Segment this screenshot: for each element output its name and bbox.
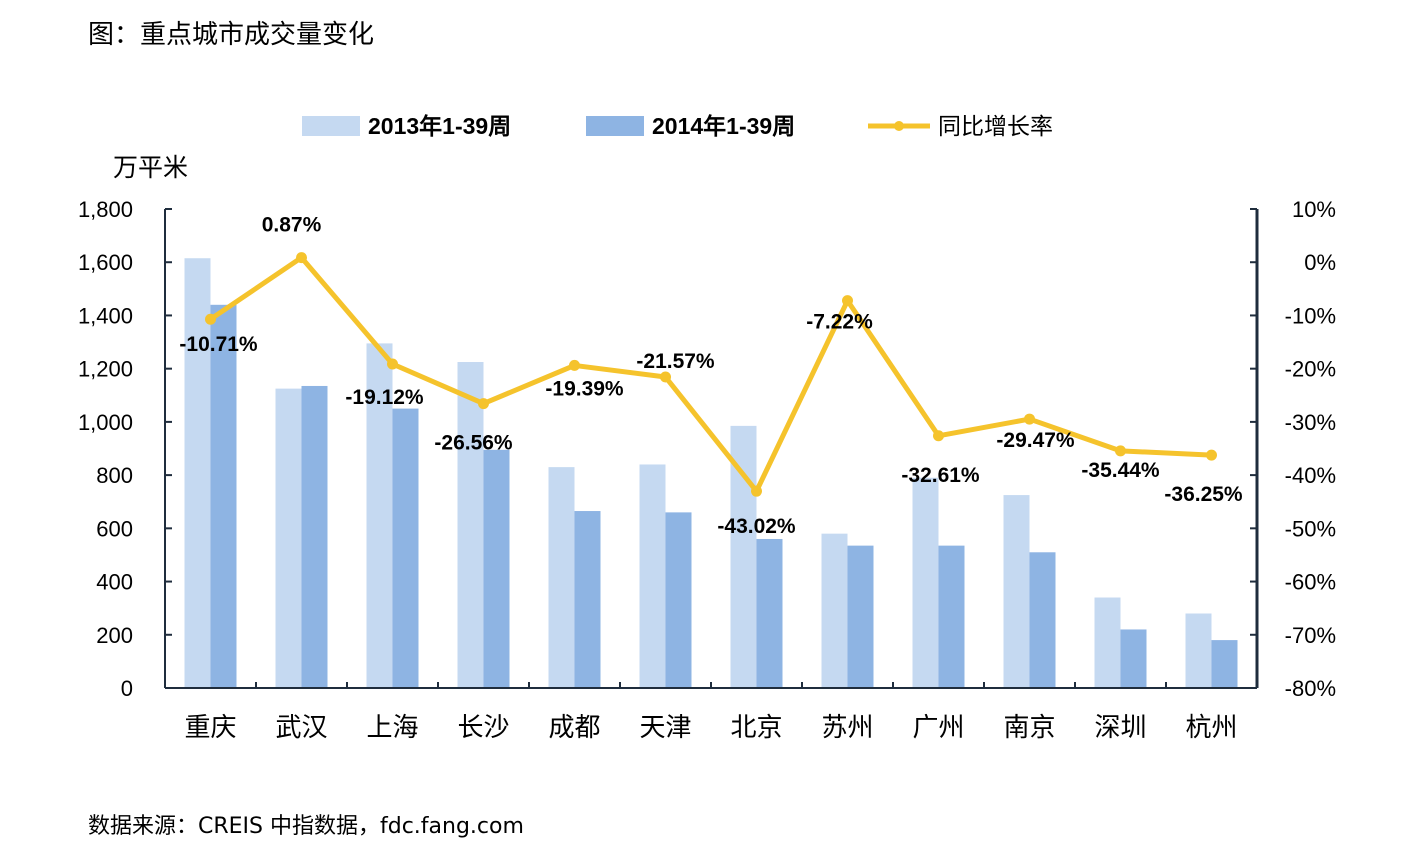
bar-2013 bbox=[730, 425, 757, 688]
growth-rate-data-label: -21.57% bbox=[636, 350, 715, 373]
growth-rate-point bbox=[205, 313, 216, 325]
bar-2013 bbox=[1094, 597, 1121, 688]
right-tick-label: 10% bbox=[1292, 197, 1336, 222]
left-tick-label: 1,600 bbox=[78, 250, 133, 275]
x-tick-label: 杭州 bbox=[1185, 713, 1237, 743]
legend-swatch-growth-marker bbox=[894, 121, 904, 131]
right-tick-label: 0% bbox=[1304, 250, 1336, 275]
bar-2014 bbox=[665, 512, 692, 688]
right-tick-label: -50% bbox=[1285, 516, 1336, 541]
left-tick-label: 1,800 bbox=[78, 197, 133, 222]
growth-rate-point bbox=[569, 359, 580, 371]
bar-2013 bbox=[1003, 495, 1030, 688]
legend-swatch-2013 bbox=[302, 116, 360, 136]
legend: 2013年1-39周 2014年1-39周 同比增长率 bbox=[302, 113, 1053, 139]
growth-rate-data-label: -7.22% bbox=[806, 311, 873, 334]
growth-rate-data-label: -35.44% bbox=[1081, 459, 1160, 482]
growth-rate-point bbox=[751, 485, 762, 497]
bar-2014 bbox=[301, 385, 328, 688]
growth-rate-data-label: -26.56% bbox=[434, 432, 513, 455]
x-tick-label: 广州 bbox=[912, 713, 964, 743]
growth-rate-point bbox=[660, 371, 671, 383]
left-tick-label: 800 bbox=[96, 463, 133, 488]
growth-rate-data-label: 0.87% bbox=[262, 214, 322, 237]
growth-rate-data-label: -10.71% bbox=[179, 333, 258, 356]
legend-label-growth: 同比增长率 bbox=[938, 113, 1053, 139]
growth-rate-data-label: -19.12% bbox=[345, 386, 424, 409]
growth-rate-point bbox=[478, 398, 489, 410]
legend-label-2013: 2013年1-39周 bbox=[368, 113, 511, 139]
right-tick-label: -80% bbox=[1285, 676, 1336, 701]
growth-rate-point bbox=[1115, 445, 1126, 457]
right-tick-label: -30% bbox=[1285, 410, 1336, 435]
x-tick-label: 南京 bbox=[1003, 713, 1055, 743]
growth-line-layer bbox=[205, 252, 1217, 497]
bar-2013 bbox=[184, 258, 211, 688]
bar-2013 bbox=[912, 477, 939, 688]
bar-2013 bbox=[275, 388, 302, 688]
growth-rate-point bbox=[933, 430, 944, 442]
bar-2013 bbox=[1185, 613, 1212, 688]
bar-2014 bbox=[1029, 552, 1056, 688]
bar-2013 bbox=[548, 467, 575, 688]
growth-rate-point bbox=[842, 295, 853, 307]
left-tick-label: 200 bbox=[96, 623, 133, 648]
right-tick-label: -20% bbox=[1285, 357, 1336, 382]
bar-2014 bbox=[1211, 640, 1238, 688]
axes-layer: 0 200 400 600 800 1,000 1,200 1,400 1,600 1,800 -8… bbox=[78, 153, 1336, 743]
bar-2014 bbox=[210, 304, 237, 688]
page-title: 图：重点城市成交量变化 bbox=[88, 20, 375, 50]
bar-2013 bbox=[457, 362, 484, 688]
bar-2014 bbox=[756, 538, 783, 688]
growth-rate-data-label: -36.25% bbox=[1164, 483, 1243, 506]
x-tick-label: 武汉 bbox=[275, 713, 327, 743]
x-tick-label: 长沙 bbox=[457, 713, 509, 743]
legend-swatch-2014 bbox=[586, 116, 644, 136]
x-tick-label: 苏州 bbox=[821, 713, 873, 743]
bar-2013 bbox=[821, 533, 848, 688]
right-tick-label: -70% bbox=[1285, 623, 1336, 648]
growth-rate-data-label: -19.39% bbox=[545, 377, 624, 400]
x-tick-label: 重庆 bbox=[184, 713, 236, 743]
data-labels-layer: -10.71% 0.87% -19.12% -26.56% -19.39% -21.57%… bbox=[179, 214, 1243, 539]
left-tick-label: 1,400 bbox=[78, 303, 133, 328]
y-axis-unit: 万平米 bbox=[113, 153, 188, 182]
growth-rate-data-label: -29.47% bbox=[996, 429, 1075, 452]
bar-2014 bbox=[574, 511, 601, 688]
growth-rate-point bbox=[387, 358, 398, 370]
growth-rate-point bbox=[1024, 413, 1035, 425]
x-tick-label: 天津 bbox=[639, 713, 691, 743]
bar-2014 bbox=[392, 408, 419, 688]
bar-2014 bbox=[483, 449, 510, 688]
left-tick-label: 600 bbox=[96, 516, 133, 541]
bars-layer bbox=[184, 258, 1238, 688]
bar-2014 bbox=[1120, 629, 1147, 688]
x-tick-label: 成都 bbox=[548, 713, 600, 743]
bar-2013 bbox=[366, 343, 393, 688]
bar-2014 bbox=[847, 545, 874, 688]
bar-2013 bbox=[639, 464, 666, 688]
x-tick-label: 北京 bbox=[730, 713, 782, 743]
x-tick-label: 深圳 bbox=[1094, 713, 1146, 743]
growth-rate-point bbox=[296, 252, 307, 264]
growth-rate-line bbox=[209, 255, 1212, 494]
legend-label-2014: 2014年1-39周 bbox=[652, 113, 795, 139]
right-tick-label: -40% bbox=[1285, 463, 1336, 488]
left-tick-label: 400 bbox=[96, 570, 133, 595]
x-tick-label: 上海 bbox=[366, 713, 418, 743]
source-note: 数据来源：CREIS 中指数据，fdc.fang.com bbox=[88, 814, 524, 839]
growth-rate-data-label: -32.61% bbox=[901, 464, 980, 487]
bar-2014 bbox=[938, 545, 965, 688]
growth-rate-data-label: -43.02% bbox=[717, 515, 796, 538]
right-tick-label: -60% bbox=[1285, 570, 1336, 595]
left-tick-label: 1,000 bbox=[78, 410, 133, 435]
left-tick-label: 1,200 bbox=[78, 357, 133, 382]
left-tick-label: 0 bbox=[121, 676, 133, 701]
right-tick-label: -10% bbox=[1285, 303, 1336, 328]
growth-rate-point bbox=[1206, 449, 1217, 461]
